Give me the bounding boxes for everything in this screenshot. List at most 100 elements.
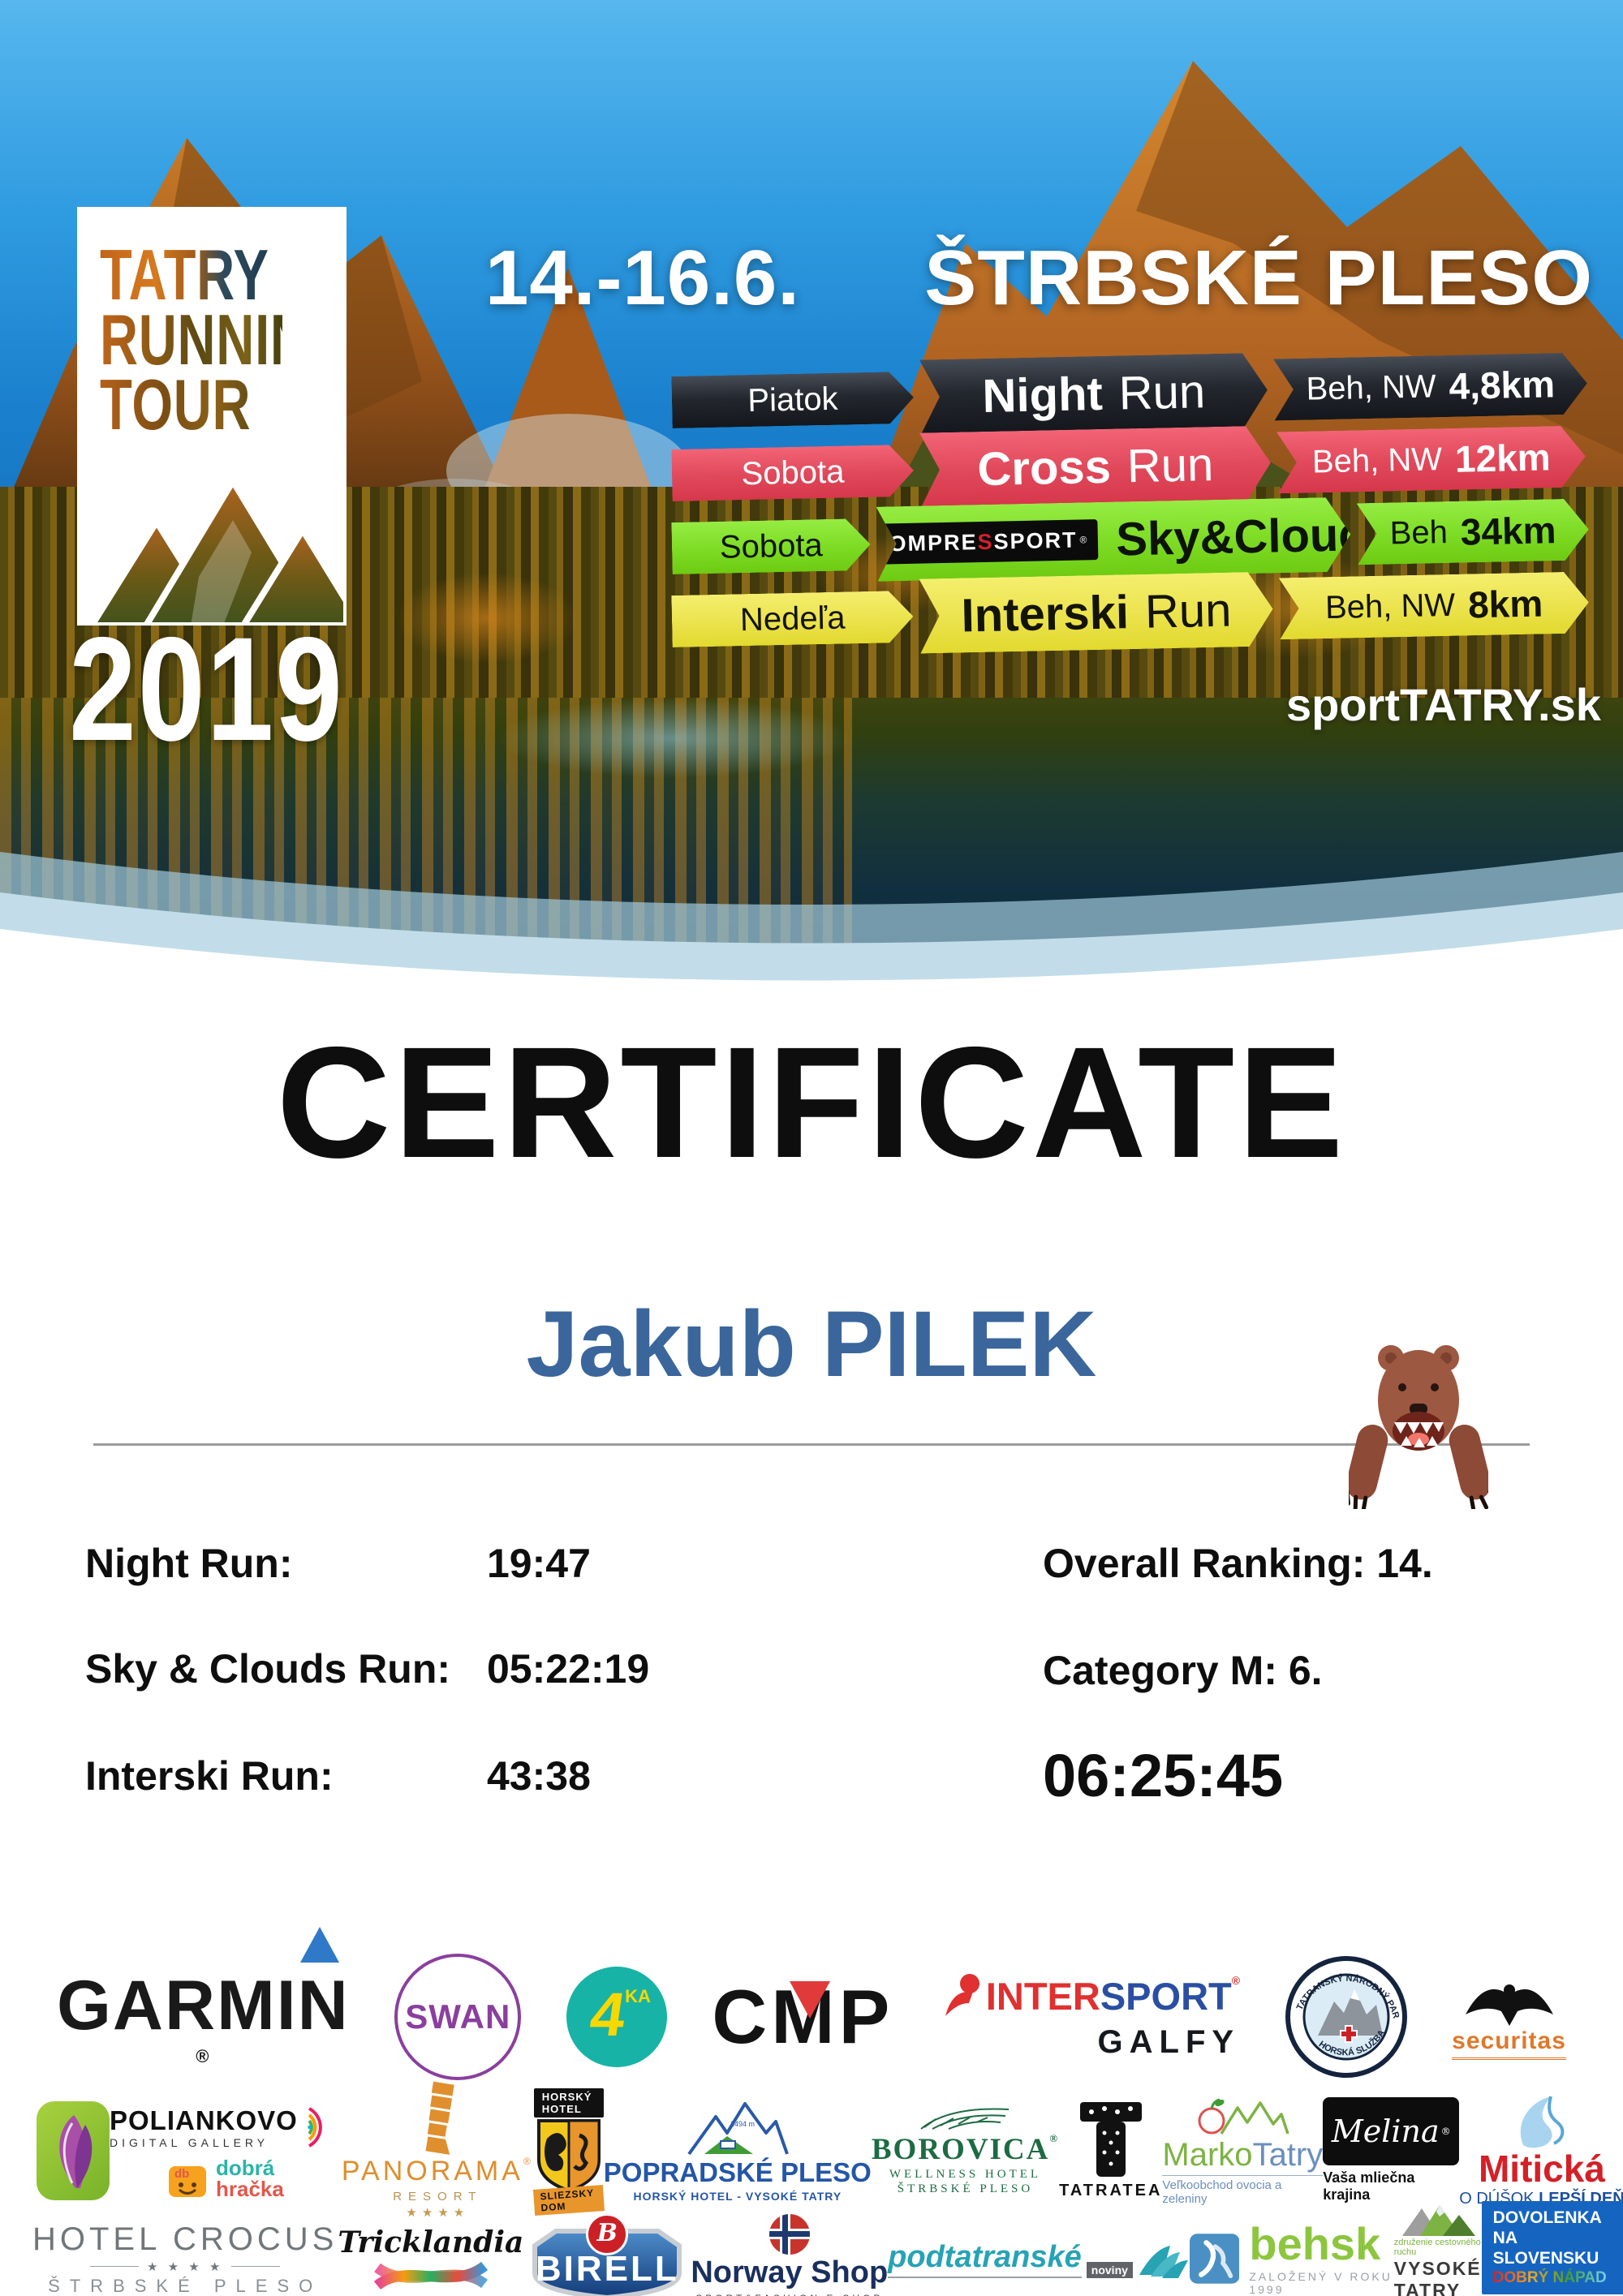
race-name-rest: Run (1126, 437, 1214, 492)
crocus-flower-icon (59, 2114, 93, 2188)
borovica-sub2: ŠTRBSKÉ PLESO (897, 2182, 1034, 2195)
hotel-crocus-stars: ★ ★ ★ ★ (147, 2259, 224, 2274)
norway-flag-icon (768, 2214, 810, 2255)
race-name-bold: Cross (976, 440, 1112, 496)
noviny-text: noviny (1086, 2261, 1133, 2278)
hotel-crocus-flower-logo (37, 2100, 110, 2200)
hotel-crocus-name: HOTEL CROCUS (32, 2221, 338, 2257)
poliankovo-arcs-icon (307, 2106, 322, 2148)
result-value: 05:22:19 (487, 1646, 650, 1692)
sponsor-row-3: HOTEL CROCUS ★ ★ ★ ★ ŠTRBSKÉ PLESO Trick… (32, 2201, 1623, 2296)
tatrysk-mountains-icon (1401, 2205, 1475, 2236)
race-distance: 12km (1454, 436, 1552, 480)
ranking-value: 14. (1376, 1541, 1433, 1586)
birell-shield-icon (532, 2229, 682, 2296)
ribbon-meta: Beh, NW 8km (1279, 571, 1590, 639)
ribbon-race-name: COMPRESSPORT ® Sky&Clouds (876, 497, 1352, 581)
tatratea-text: TATRATEA (1059, 2182, 1163, 2199)
race-meta: Beh, NW (1306, 368, 1437, 407)
race-distance: 34km (1460, 509, 1557, 553)
cmp-logo: CMP (712, 1973, 893, 2061)
race-ribbons: Piatok Night Run Beh, NW 4,8km Sobota Cr… (672, 365, 1589, 657)
birell-text: BIRELL (535, 2249, 679, 2289)
hracka-text: hračka (216, 2176, 284, 2201)
miticka-logo: Mitická O DÚŠOK LEPŠÍ DEŇ (1459, 2093, 1623, 2208)
sliezsky-dom-logo: HORSKÝ HOTEL SLIEZSKY DOM (532, 2087, 605, 2216)
event-place: ŠTRBSKÉ PLESO (924, 234, 1593, 321)
shore-curve (0, 852, 1623, 1038)
ribbon-race-name: Night Run (919, 353, 1268, 435)
ribbon-day: Piatok (671, 372, 914, 428)
certificate-heading: CERTIFICATE (276, 1014, 1347, 1191)
overall-ranking: Overall Ranking: 14. (1043, 1540, 1433, 1587)
event-date: 14.-16.6. (485, 234, 800, 321)
norway-shop-logo: Norway Shop SPORT&FASHION E-SHOP (691, 2213, 888, 2296)
sliezsky-crest-icon (536, 2118, 601, 2192)
ribbon-meta: Beh, NW 4,8km (1273, 352, 1588, 420)
result-row: Night Run: 19:47 (85, 1540, 816, 1587)
race-name-bold: Night (981, 367, 1104, 423)
slovakia-line2: SLOVENSKU (1492, 2249, 1599, 2268)
melina-tagline: Vaša mliečna krajina (1323, 2169, 1415, 2203)
bear-mascot-icon (1349, 1345, 1488, 1509)
panorama-tower-icon (425, 2081, 455, 2155)
4ka-logo: 4 KA (566, 1966, 667, 2067)
sponsor-row-1: GARMIN ® SWAN 4 KA CMP INTERSPORT® GALFY (57, 1927, 1566, 2087)
melina-reg: ® (1440, 2126, 1451, 2137)
popradske-mountains-icon: 1494 m (687, 2101, 789, 2155)
behsk-text: behsk (1249, 2218, 1381, 2269)
race-name-bold: Sky&Clouds (1115, 506, 1394, 566)
event-title: 14.-16.6. ŠTRBSKÉ PLESO (485, 239, 1593, 317)
event-year: 2019 (69, 606, 344, 772)
panorama-resort-logo: PANORAMA® RESORT ★★★★ (342, 2081, 534, 2220)
ranking-label: Overall Ranking: (1043, 1541, 1366, 1586)
dobra-hracka-icon: db (169, 2165, 206, 2197)
result-value: 19:47 (487, 1541, 591, 1586)
logo-mountains-icon (88, 475, 347, 626)
result-value: 43:38 (487, 1753, 591, 1799)
melina-logo: Melina ® Vaša mliečna krajina (1323, 2097, 1460, 2204)
garmin-text: GARMIN (57, 1967, 350, 2044)
ribbon-day: Sobota (671, 518, 871, 574)
poliankovo-group: POLIANKOVO DIGITAL GALLERY db (110, 2102, 342, 2199)
miticka-text: Mitická (1478, 2147, 1605, 2190)
race-distance: 8km (1467, 582, 1543, 626)
swan-text: SWAN (405, 1997, 511, 2036)
race-meta: Beh, NW (1311, 441, 1443, 479)
borovica-pine-icon (920, 2108, 1010, 2130)
tatratea-bottle-icon (1079, 2102, 1142, 2177)
marko-tatry-text: MarkoTatry (1162, 2137, 1324, 2173)
ribbon-race-name: Interski Run (919, 571, 1273, 653)
behsk-sub: ZALOŽENÝ V ROKU 1999 (1249, 2270, 1393, 2296)
melina-box: Melina ® (1323, 2097, 1460, 2165)
result-row: Interski Run: 43:38 (85, 1752, 816, 1799)
tanap-mountain-rescue-emblem: TATRANSKÝ NÁRODNÝ PARK HORSKÁ SLUŽBA (1285, 1955, 1407, 2078)
garmin-triangle-icon (300, 1927, 339, 1963)
popradske-text: POPRADSKÉ PLESO (603, 2156, 872, 2187)
panorama-resort-text: RESORT (393, 2190, 483, 2204)
sponsor-row-2: POLIANKOVO DIGITAL GALLERY db (37, 2081, 1623, 2220)
category-label: Category M: (1043, 1648, 1277, 1693)
horsky-hotel-text: HORSKÝ HOTEL (533, 2087, 604, 2118)
slovakia-line1: DOVOLENKA NA (1492, 2208, 1602, 2247)
compressport-reg: ® (1079, 534, 1087, 546)
marko-tatry-logo: MarkoTatry Veľkoobchod ovocia a zeleniny (1162, 2095, 1324, 2206)
logo-line-2: RUNNING (100, 299, 351, 380)
runner-name: Jakub PILEK (526, 1292, 1097, 1396)
marko-tatry-sub: Veľkoobchod ovocia a zeleniny (1162, 2175, 1324, 2206)
securitas-text: securitas (1452, 2027, 1566, 2060)
lake-reflection-sky (422, 690, 925, 811)
birell-logo: B BIRELL (523, 2213, 691, 2296)
race-meta: Beh (1389, 514, 1449, 551)
borovica-text: BOROVICA® (871, 2132, 1060, 2166)
4ka-digit: 4 (585, 1980, 631, 2049)
ribbon-meta: Beh, NW 12km (1276, 425, 1586, 493)
category-ranking: Category M: 6. (1043, 1647, 1323, 1694)
slovakia-travel-logo: DOVOLENKA NA SLOVENSKU DOBRÝ NÁPAD www.s… (1481, 2201, 1623, 2296)
tatry-running-tour-logo: TATRY RUNNING TOUR (77, 207, 351, 626)
borovica-logo: BOROVICA® WELLNESS HOTEL ŠTRBSKÉ PLESO (872, 2105, 1059, 2196)
result-label: Night Run: (85, 1541, 293, 1586)
category-value: 6. (1288, 1648, 1323, 1693)
db-letters: db (174, 2167, 189, 2181)
